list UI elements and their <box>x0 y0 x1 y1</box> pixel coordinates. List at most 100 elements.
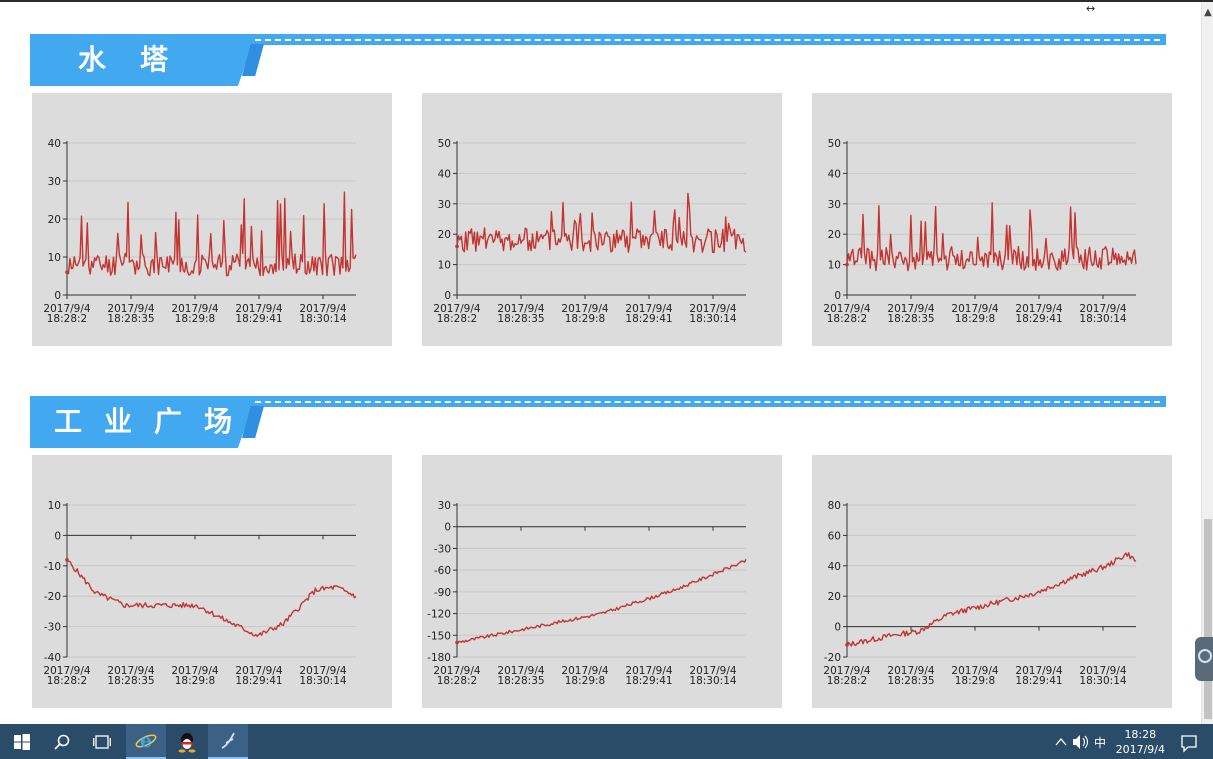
vertical-scrollbar[interactable]: ▲ <box>1201 2 1213 724</box>
x-tick-label-time: 18:29:8 <box>955 675 995 687</box>
header-dash-line <box>225 39 1160 41</box>
y-tick-label: 40 <box>48 138 61 150</box>
x-tick-label-time: 18:28:2 <box>437 313 477 325</box>
x-tick-label-date: 2017/9/4 <box>171 665 218 677</box>
x-tick-label-time: 18:30:14 <box>299 675 346 687</box>
y-tick-label: 30 <box>438 199 451 211</box>
line-chart: 010203040502017/9/418:28:22017/9/418:28:… <box>823 138 1137 325</box>
start-button[interactable] <box>2 724 42 759</box>
chart-panel-3: 0 10 20 30 40 50 2017/9/4 18:28:2 2017/9/4 18:28:… <box>812 93 1172 346</box>
y-tick-label: 40 <box>438 168 451 180</box>
x-tick-label-time: 18:29:8 <box>175 313 215 325</box>
windows-taskbar: e 中 18:28 2017/9/4 <box>0 724 1213 759</box>
x-tick-label-time: 18:29:41 <box>235 675 282 687</box>
speaker-icon[interactable] <box>1072 724 1090 759</box>
x-tick-label-date: 2017/9/4 <box>625 665 672 677</box>
header-dash-line <box>225 401 1160 403</box>
notification-center-button[interactable] <box>1180 724 1200 759</box>
line-chart: -40-30-20-100102017/9/418:28:22017/9/418… <box>43 500 357 687</box>
x-tick-label-date: 2017/9/4 <box>625 303 672 315</box>
series-line <box>846 202 1137 272</box>
y-tick-label: 0 <box>54 530 61 542</box>
taskbar-app-ie[interactable]: e <box>126 724 166 759</box>
x-tick-label-time: 18:29:41 <box>1015 675 1062 687</box>
x-tick-label-date: 2017/9/4 <box>689 303 736 315</box>
x-tick-label-date: 2017/9/4 <box>497 303 544 315</box>
x-tick-label-date: 2017/9/4 <box>433 665 480 677</box>
x-tick-label-date: 2017/9/4 <box>887 665 934 677</box>
x-tick-label-time: 18:28:2 <box>47 313 87 325</box>
search-button[interactable] <box>42 724 82 759</box>
x-tick-label-date: 2017/9/4 <box>1079 665 1126 677</box>
task-view-icon <box>93 734 111 749</box>
y-tick-label: -180 <box>427 652 451 664</box>
y-tick-label: -20 <box>824 652 841 664</box>
y-tick-label: -30 <box>434 543 451 555</box>
x-tick-label-date: 2017/9/4 <box>433 303 480 315</box>
x-tick-label-time: 18:30:14 <box>299 313 346 325</box>
y-tick-label: 50 <box>438 138 451 150</box>
scroll-up-arrow-icon[interactable]: ▲ <box>1204 7 1212 18</box>
chevron-up-icon[interactable] <box>1054 724 1068 759</box>
x-tick-label-date: 2017/9/4 <box>887 303 934 315</box>
x-tick-label-date: 2017/9/4 <box>561 303 608 315</box>
search-icon <box>54 734 70 750</box>
resize-cursor-icon: ↔ <box>1086 2 1096 15</box>
series-start-point <box>845 643 849 647</box>
side-float-widget[interactable] <box>1195 637 1213 681</box>
x-tick-label-time: 18:30:14 <box>689 675 736 687</box>
y-tick-label: 10 <box>438 260 451 272</box>
y-tick-label: 30 <box>438 500 451 512</box>
y-tick-label: -60 <box>434 565 451 577</box>
x-tick-label-date: 2017/9/4 <box>107 303 154 315</box>
series-start-point <box>455 640 459 645</box>
x-tick-label-date: 2017/9/4 <box>107 665 154 677</box>
x-tick-label-date: 2017/9/4 <box>823 665 870 677</box>
x-tick-label-date: 2017/9/4 <box>1079 303 1126 315</box>
line-chart: -200204060802017/9/418:28:22017/9/418:28… <box>823 500 1137 687</box>
windows-logo-icon <box>14 733 30 750</box>
y-tick-label: 0 <box>444 290 451 302</box>
series-line <box>66 191 357 277</box>
y-tick-label: -10 <box>44 561 61 573</box>
y-tick-label: -150 <box>427 630 451 642</box>
series-start-point <box>845 262 849 267</box>
x-tick-label-date: 2017/9/4 <box>299 665 346 677</box>
section-header-industrial-square: 工业广场 <box>30 396 1166 448</box>
y-tick-label: 0 <box>54 290 61 302</box>
x-tick-label-time: 18:28:35 <box>887 675 934 687</box>
x-tick-label-date: 2017/9/4 <box>43 665 90 677</box>
y-tick-label: -90 <box>434 587 451 599</box>
taskbar-app-qq[interactable] <box>167 724 207 759</box>
y-tick-label: -40 <box>44 652 61 664</box>
x-tick-label-time: 18:28:35 <box>497 313 544 325</box>
x-tick-label-date: 2017/9/4 <box>497 665 544 677</box>
scrollbar-thumb[interactable] <box>1204 519 1212 719</box>
taskbar-app-pen[interactable] <box>208 724 248 759</box>
x-tick-label-time: 18:28:35 <box>107 675 154 687</box>
y-tick-label: 10 <box>828 260 841 272</box>
qq-penguin-icon <box>178 732 196 753</box>
x-tick-label-time: 18:29:8 <box>175 675 215 687</box>
y-tick-label: 40 <box>828 168 841 180</box>
y-tick-label: 20 <box>48 214 61 226</box>
task-view-button[interactable] <box>82 724 122 759</box>
line-chart: 010203040502017/9/418:28:22017/9/418:28:… <box>433 138 747 325</box>
y-tick-label: 50 <box>828 138 841 150</box>
x-tick-label-date: 2017/9/4 <box>299 303 346 315</box>
chart-panel-6: -20 0 20 40 60 80 2017/9/4 18:28:2 2017/9/4 18:28… <box>812 455 1172 708</box>
y-tick-label: 40 <box>828 561 841 573</box>
y-tick-label: 20 <box>438 229 451 241</box>
y-tick-label: 30 <box>48 176 61 188</box>
pen-app-icon <box>221 732 235 749</box>
internet-explorer-icon: e <box>135 730 157 752</box>
x-tick-label-date: 2017/9/4 <box>951 303 998 315</box>
series-line <box>66 559 357 638</box>
x-tick-label-date: 2017/9/4 <box>43 303 90 315</box>
x-tick-label-time: 18:29:41 <box>235 313 282 325</box>
y-tick-label: 0 <box>444 522 451 534</box>
ime-indicator[interactable]: 中 <box>1094 736 1107 750</box>
chart-panel-4: -40 -30 -20 -10 0 10 2017/9/4 18:28:2 2017/9/4 18… <box>32 455 392 708</box>
x-tick-label-time: 18:28:35 <box>497 675 544 687</box>
taskbar-clock[interactable]: 18:28 2017/9/4 <box>1116 727 1165 757</box>
